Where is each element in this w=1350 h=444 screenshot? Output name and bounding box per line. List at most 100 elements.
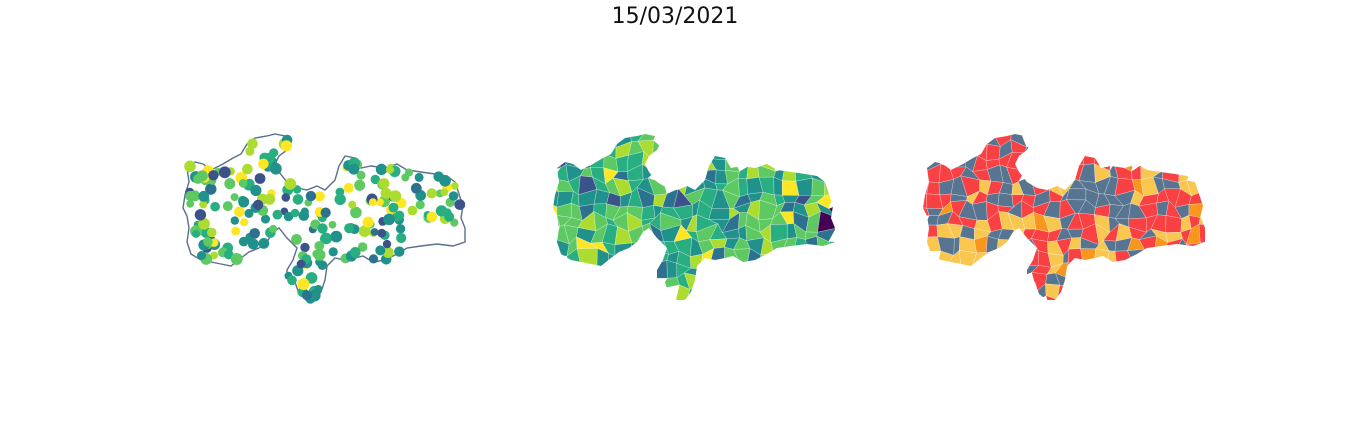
- municipality-dot: [320, 235, 329, 244]
- municipality-dot: [394, 210, 405, 221]
- municipality-dot: [317, 223, 328, 234]
- municipality-dot: [451, 182, 459, 190]
- municipality-dot: [328, 220, 337, 229]
- categorical-choropleth-map: [923, 134, 1205, 300]
- municipality-region: [937, 236, 955, 256]
- municipality-dot: [253, 199, 264, 210]
- municipality-region: [607, 253, 618, 268]
- municipality-dot: [435, 205, 448, 217]
- municipality-dot: [224, 178, 236, 190]
- municipality-dot: [305, 272, 318, 284]
- municipality-region: [641, 205, 656, 221]
- municipality-region: [975, 134, 992, 145]
- municipality-dot: [362, 216, 374, 228]
- municipality-dot: [230, 216, 239, 225]
- municipality-region: [614, 242, 633, 257]
- municipality-dot: [375, 245, 386, 256]
- municipality-dot: [330, 230, 343, 243]
- municipality-dot: [290, 208, 300, 218]
- municipality-dot: [240, 218, 249, 227]
- municipality-region: [1067, 248, 1083, 264]
- municipality-dot: [348, 200, 357, 209]
- municipality-dot: [292, 194, 304, 205]
- municipality-dot: [238, 236, 249, 247]
- municipality-region: [738, 177, 748, 197]
- municipality-dot: [388, 202, 399, 213]
- municipality-region: [924, 215, 939, 226]
- municipality-dot: [192, 229, 200, 238]
- municipality-dot: [208, 170, 219, 181]
- municipality-region: [959, 250, 977, 269]
- municipality-region: [986, 252, 998, 268]
- municipality-region: [690, 253, 704, 269]
- municipality-region: [1012, 228, 1025, 243]
- municipality-dot: [370, 228, 379, 236]
- municipality-region: [603, 134, 619, 148]
- figure-title: 15/03/2021: [611, 4, 739, 29]
- municipality-dot: [196, 170, 208, 182]
- municipality-dot: [426, 188, 437, 199]
- municipality-dot: [249, 228, 260, 239]
- sequential-choropleth-panel: [545, 120, 845, 320]
- municipality-dot: [218, 166, 231, 179]
- municipality-dot: [314, 285, 323, 293]
- municipality-region: [996, 239, 1015, 253]
- municipality-dot: [370, 174, 380, 185]
- municipality-region: [738, 165, 749, 180]
- municipality-dot: [269, 162, 282, 175]
- municipality-dot: [194, 209, 207, 221]
- municipality-region: [1127, 249, 1145, 267]
- municipality-dot: [261, 214, 270, 224]
- municipality-dot: [414, 172, 424, 182]
- municipality-dot: [247, 138, 258, 149]
- municipality-dot: [244, 208, 254, 218]
- municipality-dot: [382, 246, 394, 258]
- municipality-dot: [382, 239, 392, 249]
- municipality-region: [947, 156, 967, 168]
- municipality-region: [1081, 151, 1096, 165]
- municipality-dot: [389, 190, 402, 202]
- municipality-dot: [234, 206, 245, 217]
- municipality-region: [1131, 164, 1142, 180]
- municipality-dot: [415, 200, 425, 210]
- municipality-region: [708, 208, 730, 220]
- municipality-region: [725, 157, 740, 172]
- municipality-dot: [287, 275, 297, 286]
- municipality-dot: [385, 165, 395, 174]
- municipality-dot: [444, 211, 455, 222]
- municipality-dot: [378, 178, 390, 189]
- municipality-dot: [238, 196, 250, 208]
- municipality-dot: [335, 187, 345, 197]
- municipality-region: [923, 188, 927, 209]
- municipality-dot: [281, 193, 291, 202]
- municipality-region: [1094, 248, 1110, 266]
- municipality-region: [1024, 142, 1040, 155]
- categorical-regions: [923, 134, 1205, 300]
- municipality-region: [1141, 249, 1156, 267]
- municipality-region: [816, 202, 835, 218]
- municipality-region: [1200, 240, 1205, 255]
- sequential-choropleth-map: [553, 134, 835, 300]
- municipality-dot: [368, 198, 377, 207]
- municipality-dot: [328, 247, 338, 257]
- municipality-dot: [230, 193, 239, 202]
- municipality-dot: [348, 163, 360, 175]
- municipality-region: [1188, 203, 1204, 218]
- municipality-dot: [354, 179, 366, 191]
- municipality-dot: [258, 238, 270, 249]
- categorical-choropleth-panel: [915, 120, 1215, 320]
- municipality-region: [926, 181, 940, 195]
- municipality-region: [733, 248, 751, 269]
- municipality-dot: [203, 237, 213, 247]
- municipality-dot: [269, 148, 279, 158]
- municipality-dot: [231, 226, 241, 236]
- municipality-dot: [272, 209, 283, 220]
- sequential-regions: [553, 134, 835, 300]
- municipality-dot: [401, 173, 410, 182]
- municipality-dot: [383, 213, 395, 226]
- municipality-region: [590, 154, 605, 168]
- municipality-dot: [344, 223, 355, 234]
- municipality-dot: [245, 146, 255, 156]
- municipality-dot: [314, 241, 325, 251]
- municipality-dot: [350, 206, 362, 219]
